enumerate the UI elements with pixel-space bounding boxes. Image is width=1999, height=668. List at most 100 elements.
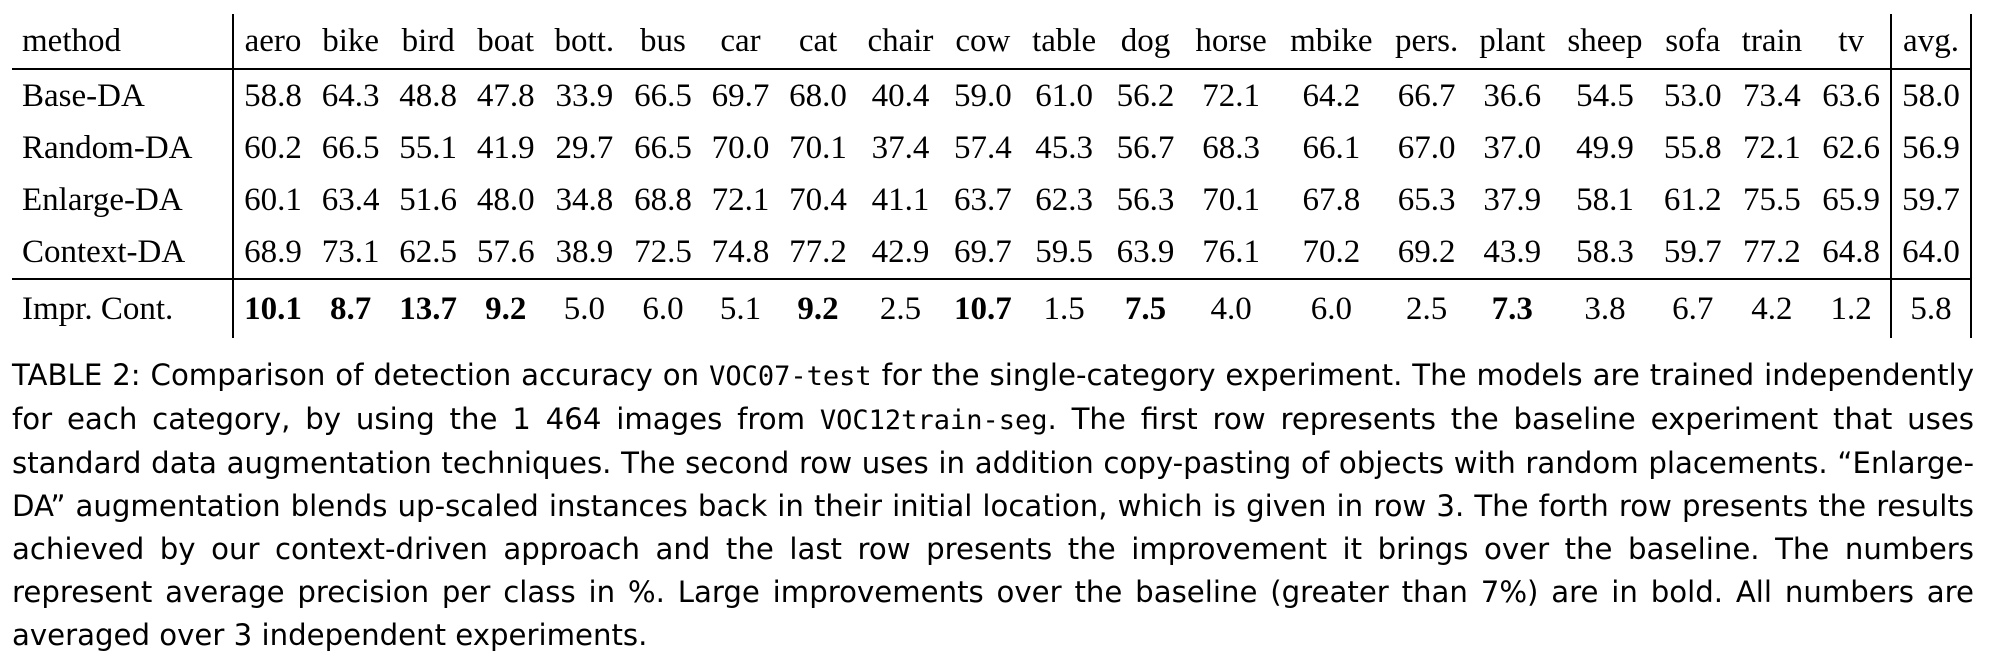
value-cell: 1.5: [1021, 278, 1107, 338]
header-cell: horse: [1184, 14, 1278, 70]
value-cell: 7.3: [1468, 278, 1556, 338]
value-cell: 72.1: [1743, 129, 1801, 166]
value-cell: 63.6: [1822, 77, 1881, 114]
header-cell: pers.: [1384, 14, 1469, 70]
header-cell: dog: [1106, 14, 1185, 70]
header-cell: bird: [389, 14, 467, 70]
table-row: Random-DA 60.2 66.5 55.1 41.9 29.7 66.5 70.0 70.…: [12, 122, 1972, 174]
value-cell: 40.4: [871, 77, 930, 114]
value-cell: 41.1: [871, 181, 930, 218]
value-cell: 54.5: [1576, 77, 1634, 114]
method-cell: Random-DA: [12, 122, 235, 174]
value-cell: 6.0: [1277, 278, 1385, 338]
method-cell: Enlarge-DA: [12, 174, 235, 226]
caption-text-part-3: . The first row represents the baseline …: [12, 402, 1974, 652]
avg-cell: 59.7: [1890, 174, 1972, 226]
value-cell: 29.7: [555, 129, 614, 166]
caption-text-part-2: for the single-category experiment. The …: [12, 358, 1974, 436]
value-cell: 41.9: [476, 129, 535, 166]
value-cell: 67.0: [1397, 129, 1456, 166]
value-cell: 43.9: [1483, 233, 1542, 270]
value-cell: 63.7: [953, 181, 1012, 218]
header-cell: cow: [944, 14, 1022, 70]
header-cell: mbike: [1277, 14, 1385, 70]
value-cell: 67.8: [1302, 181, 1361, 218]
value-cell: 48.8: [399, 77, 458, 114]
header-cell: avg.: [1890, 14, 1972, 70]
value-cell: 6.7: [1653, 278, 1732, 338]
value-cell: 77.2: [789, 233, 847, 270]
value-cell: 55.1: [399, 129, 458, 166]
value-cell: 37.4: [871, 129, 930, 166]
avg-cell: 58.0: [1890, 69, 1972, 122]
caption-code-voc07-test: VOC07-test: [709, 361, 872, 392]
caption-code-voc12train-seg: VOC12train-seg: [819, 405, 1048, 436]
value-cell: 56.3: [1116, 181, 1175, 218]
header-cell: boat: [466, 14, 545, 70]
method-cell: Context-DA: [12, 226, 235, 279]
value-cell: 70.2: [1302, 233, 1361, 270]
value-cell: 70.1: [789, 129, 847, 166]
value-cell: 8.7: [311, 278, 390, 338]
value-cell: 60.2: [244, 129, 302, 166]
value-cell: 70.4: [789, 181, 847, 218]
value-cell: 47.8: [476, 77, 535, 114]
value-cell: 72.5: [634, 233, 692, 270]
value-cell: 9.2: [466, 278, 545, 338]
value-cell: 62.6: [1822, 129, 1881, 166]
value-cell: 76.1: [1202, 233, 1260, 270]
value-cell: 48.0: [476, 181, 535, 218]
value-cell: 68.9: [244, 233, 302, 270]
value-cell: 65.9: [1822, 181, 1881, 218]
table-row: Impr. Cont. 10.1 8.7 13.7 9.2 5.0 6.0 5.1 9.2 2.5…: [12, 278, 1972, 338]
value-cell: 64.8: [1822, 233, 1881, 270]
table-row: Enlarge-DA 60.1 63.4 51.6 48.0 34.8 68.8 72.1 70…: [12, 174, 1972, 226]
header-cell: bott.: [544, 14, 625, 70]
value-cell: 6.0: [624, 278, 702, 338]
value-cell: 72.1: [1202, 77, 1260, 114]
value-cell: 2.5: [1384, 278, 1469, 338]
value-cell: 68.8: [634, 181, 692, 218]
value-cell: 51.6: [399, 181, 458, 218]
value-cell: 13.7: [389, 278, 467, 338]
value-cell: 38.9: [555, 233, 614, 270]
value-cell: 9.2: [779, 278, 857, 338]
value-cell: 66.5: [634, 77, 692, 114]
value-cell: 68.3: [1202, 129, 1260, 166]
value-cell: 59.7: [1663, 233, 1722, 270]
header-method: method: [12, 14, 235, 70]
header-cell: tv: [1812, 14, 1891, 70]
value-cell: 66.5: [634, 129, 692, 166]
value-cell: 1.2: [1812, 278, 1891, 338]
value-cell: 5.0: [544, 278, 625, 338]
value-cell: 65.3: [1397, 181, 1456, 218]
table-row: Context-DA 68.9 73.1 62.5 57.6 38.9 72.5 74.8 77…: [12, 226, 1972, 279]
value-cell: 59.0: [953, 77, 1012, 114]
value-cell: 70.1: [1202, 181, 1260, 218]
value-cell: 57.4: [953, 129, 1012, 166]
value-cell: 4.0: [1184, 278, 1278, 338]
value-cell: 59.5: [1035, 233, 1093, 270]
value-cell: 61.0: [1035, 77, 1093, 114]
value-cell: 66.1: [1302, 129, 1361, 166]
value-cell: 75.5: [1743, 181, 1801, 218]
value-cell: 66.7: [1397, 77, 1456, 114]
value-cell: 2.5: [856, 278, 945, 338]
value-cell: 7.5: [1106, 278, 1185, 338]
value-cell: 34.8: [555, 181, 614, 218]
results-table: method aero bike bird boat bott. bus car cat chai…: [12, 14, 1972, 338]
value-cell: 73.1: [321, 233, 380, 270]
header-cell: plant: [1468, 14, 1556, 70]
value-cell: 63.9: [1116, 233, 1175, 270]
avg-cell: 64.0: [1890, 226, 1972, 279]
value-cell: 37.9: [1483, 181, 1542, 218]
value-cell: 58.1: [1576, 181, 1634, 218]
value-cell: 36.6: [1483, 77, 1542, 114]
value-cell: 62.3: [1035, 181, 1093, 218]
value-cell: 69.7: [953, 233, 1012, 270]
value-cell: 63.4: [321, 181, 380, 218]
method-cell: Impr. Cont.: [12, 278, 235, 338]
value-cell: 62.5: [399, 233, 458, 270]
header-cell: bus: [624, 14, 702, 70]
value-cell: 45.3: [1035, 129, 1093, 166]
